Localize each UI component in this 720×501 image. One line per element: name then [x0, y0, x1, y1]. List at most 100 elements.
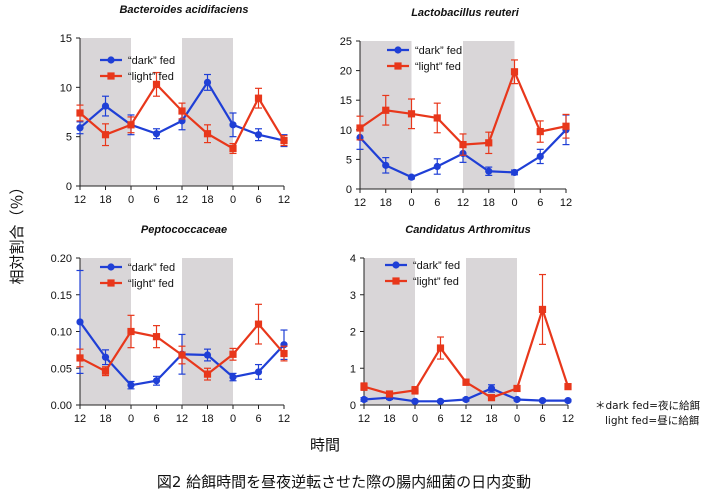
legend-marker — [394, 46, 402, 54]
legend-note-dark: ＊dark fed=夜に給餌 — [595, 399, 700, 412]
chart-panel-3: Peptococcaceae 0.00 0.05 0.10 0.15 0.20 12 18 0 6… — [51, 224, 291, 425]
series-light-fed — [356, 59, 570, 156]
data-point — [203, 78, 212, 86]
legend-label: “dark” fed — [128, 262, 175, 274]
data-point — [385, 390, 394, 398]
x-tick-label: 0 — [408, 197, 414, 209]
data-point — [127, 381, 135, 389]
data-point — [536, 152, 544, 161]
legend-marker — [392, 277, 400, 285]
data-point — [510, 68, 519, 76]
x-tick-label: 12 — [354, 197, 366, 209]
x-tick-label: 6 — [434, 197, 440, 209]
legend-marker — [107, 263, 115, 271]
legend-marker — [392, 261, 400, 269]
series-light-fed — [76, 71, 288, 155]
data-point — [382, 161, 390, 169]
data-point — [356, 124, 364, 132]
y-tick-label: 1 — [350, 363, 356, 375]
shaded-period — [182, 258, 233, 405]
x-tick-label: 18 — [485, 413, 497, 425]
data-point — [229, 144, 237, 153]
chart-panel-1: Bacteroides acidifaciens 0 5 10 15 12 18 0 6 12 18… — [60, 4, 290, 206]
shaded-period — [364, 258, 415, 405]
legend-marker — [394, 62, 402, 70]
series-light-fed — [360, 273, 572, 402]
x-axis-label: 時間 — [310, 436, 340, 454]
x-tick-label: 12 — [460, 413, 472, 425]
data-point — [360, 383, 368, 391]
data-point — [513, 395, 521, 404]
legend-label: “light” fed — [415, 61, 461, 73]
data-point — [411, 386, 419, 394]
data-point — [436, 344, 445, 352]
chart-title: Lactobacillus reuteri — [411, 7, 520, 19]
x-tick-label: 6 — [539, 413, 545, 425]
data-point — [407, 110, 416, 118]
legend-label: “light” fed — [128, 278, 174, 290]
x-tick-label: 12 — [560, 197, 572, 209]
y-tick-label: 0.05 — [51, 363, 72, 375]
x-tick-label: 0 — [230, 413, 236, 425]
x-tick-label: 0 — [230, 194, 236, 206]
y-tick-label: 5 — [66, 132, 72, 144]
chart-title: Candidatus Arthromitus — [405, 224, 531, 236]
data-point — [407, 173, 416, 181]
data-point — [513, 384, 521, 393]
y-tick-label: 0.20 — [51, 253, 72, 265]
data-point — [510, 168, 519, 177]
y-tick-label: 15 — [340, 95, 352, 107]
data-point — [101, 131, 110, 139]
data-point — [564, 383, 572, 391]
y-tick-label: 3 — [350, 290, 356, 302]
x-tick-label: 6 — [537, 197, 543, 209]
x-tick-label: 0 — [514, 413, 520, 425]
x-tick-label: 12 — [74, 194, 86, 206]
data-point — [127, 327, 135, 336]
data-point — [254, 94, 263, 102]
data-point — [76, 109, 84, 117]
y-tick-label: 0 — [350, 400, 356, 412]
data-point — [487, 384, 496, 393]
data-point — [538, 305, 547, 314]
data-point — [101, 353, 110, 361]
data-point — [485, 167, 493, 175]
shaded-period — [463, 41, 515, 189]
chart-title: Peptococcaceae — [141, 224, 227, 236]
legend-label: “dark” fed — [128, 55, 175, 67]
data-point — [152, 377, 161, 385]
legend-marker — [107, 56, 115, 64]
x-tick-label: 0 — [412, 413, 418, 425]
data-point — [101, 102, 110, 110]
data-point — [538, 396, 547, 405]
y-tick-label: 20 — [340, 66, 352, 78]
y-axis-label: 相対割合（％） — [8, 179, 26, 284]
legend-marker — [107, 279, 115, 287]
data-point — [459, 141, 467, 149]
x-tick-label: 6 — [437, 413, 443, 425]
data-point — [203, 370, 212, 378]
data-point — [433, 162, 441, 171]
y-tick-label: 0.00 — [51, 400, 72, 412]
data-point — [254, 320, 263, 328]
x-tick-label: 12 — [278, 194, 290, 206]
x-tick-label: 12 — [74, 413, 86, 425]
data-point — [411, 397, 419, 405]
data-point — [152, 333, 161, 341]
legend-label: “light” fed — [413, 276, 459, 288]
data-point — [76, 124, 84, 132]
data-point — [562, 122, 570, 130]
data-point — [203, 351, 212, 359]
series-light-fed — [76, 303, 288, 381]
legend: “dark” fed “light” fed — [387, 45, 462, 73]
x-tick-label: 18 — [99, 413, 111, 425]
data-point — [462, 395, 470, 404]
data-point — [564, 396, 572, 405]
x-tick-label: 18 — [483, 197, 495, 209]
data-point — [382, 106, 390, 114]
legend-marker — [107, 72, 115, 80]
y-tick-label: 10 — [60, 82, 72, 94]
data-point — [101, 367, 110, 375]
legend: “dark” fed “light” fed — [385, 260, 460, 288]
